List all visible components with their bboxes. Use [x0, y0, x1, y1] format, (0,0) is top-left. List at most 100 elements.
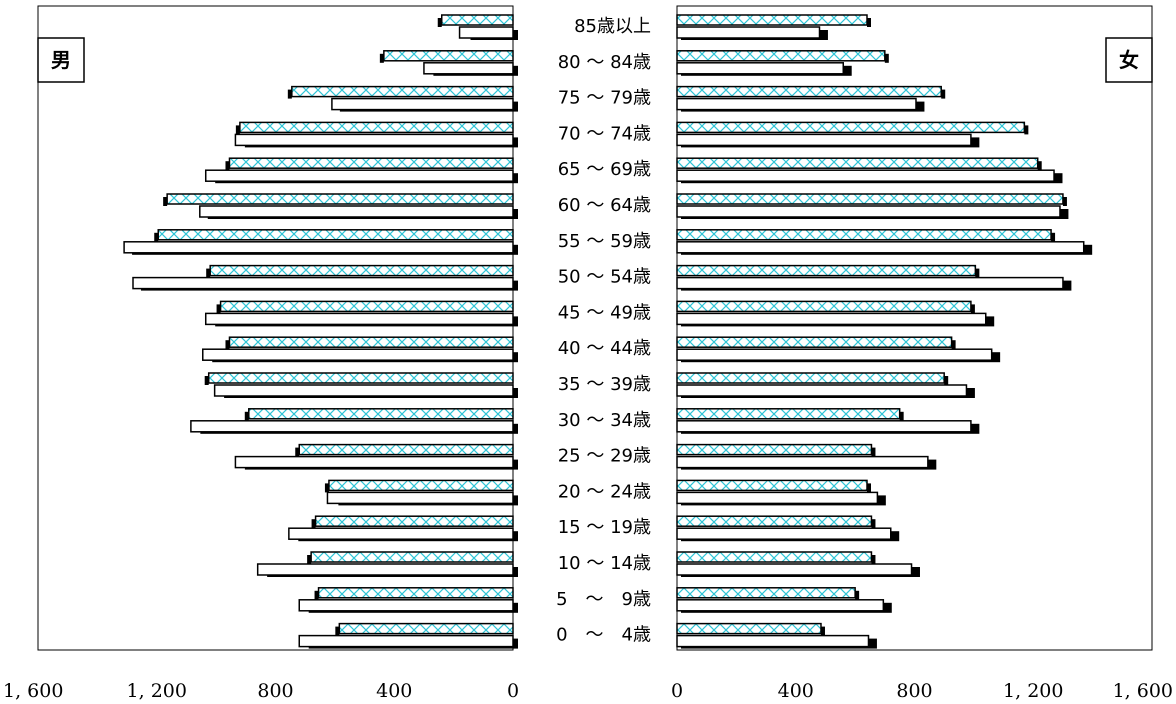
bar-hatched-shadow [944, 376, 949, 385]
bar-hatched [207, 372, 514, 384]
bar-outline [676, 420, 972, 433]
bar-hatched [676, 372, 945, 384]
bar-hatched [219, 300, 514, 313]
bar-outline [676, 133, 972, 147]
age-group-label: 30 ～ 34歳 [558, 410, 651, 431]
bar-hatched-shadow [1024, 125, 1029, 135]
age-group-labels: 85歳以上 80 ～ 84歳 75 ～ 79歳 70 ～ 74歳 65 ～ 69歳 60 … [556, 16, 651, 646]
bar-outline [213, 384, 514, 397]
bar-outline [190, 420, 514, 433]
bar-hatched [676, 14, 868, 26]
age-group-label: 20 ～ 24歳 [558, 481, 651, 502]
x-tick-label: 1, 600 [1113, 680, 1173, 702]
bar-hatched [676, 622, 822, 635]
female-panel: 女 [676, 5, 1153, 651]
bar-hatched [328, 479, 514, 492]
bar-hatched [676, 443, 873, 456]
bar-hatched [248, 408, 514, 420]
bar-hatched-shadow [899, 411, 904, 421]
bar-hatched-shadow [1051, 232, 1056, 242]
plot-frame [676, 5, 1153, 651]
bar-hatched [676, 587, 856, 599]
bar-hatched-shadow [1062, 197, 1067, 206]
axis-tick-labels: 1, 600 1, 200 800 400 0 0 400 800 1, 200 1, 600 [3, 680, 1173, 702]
age-group-label: 85歳以上 [574, 16, 651, 37]
age-group-label: 25 ～ 29歳 [558, 446, 651, 467]
bar-outline [204, 312, 514, 326]
age-group-label: 5 ～ 9歳 [556, 589, 651, 610]
x-tick-label: 1, 600 [3, 680, 63, 702]
x-tick-label: 0 [507, 680, 519, 702]
sex-label-box [1105, 37, 1153, 83]
x-tick-label: 0 [671, 680, 683, 702]
bar-hatched [310, 551, 514, 563]
bar-outline [676, 97, 917, 111]
x-tick-label: 400 [778, 680, 814, 702]
bar-hatched-shadow [163, 197, 168, 206]
bar-hatched-shadow [287, 89, 292, 99]
bar-hatched-shadow [335, 626, 340, 636]
bar-outline [676, 634, 870, 648]
bar-outline [199, 205, 514, 218]
bar-hatched-shadow [884, 53, 889, 63]
bar-outline [204, 169, 514, 182]
male-panel: 男 [37, 5, 518, 651]
bar-outline [288, 527, 514, 540]
bar-hatched-shadow [941, 89, 946, 99]
bar-hatched-shadow [295, 447, 300, 457]
bar-hatched-shadow [204, 376, 209, 385]
bar-hatched [441, 14, 514, 26]
bar-hatched-shadow [324, 483, 329, 493]
bar-outline [676, 384, 968, 397]
age-group-label: 80 ～ 84歳 [558, 52, 651, 73]
bar-hatched-shadow [225, 340, 230, 350]
bar-hatched-shadow [235, 125, 240, 135]
bar-outline [676, 348, 993, 361]
x-tick-label: 1, 200 [1003, 680, 1063, 702]
bar-hatched-shadow [225, 161, 230, 171]
bar-outline [234, 133, 514, 147]
bar-hatched [676, 50, 886, 62]
bar-outline [676, 26, 821, 39]
bar-hatched [166, 193, 514, 205]
bar-hatched [676, 193, 1064, 205]
bar-hatched [676, 336, 953, 348]
age-group-label: 35 ～ 39歳 [558, 374, 651, 395]
bar-outline [676, 312, 987, 326]
bar-hatched-shadow [867, 483, 871, 493]
bar-hatched [676, 157, 1039, 169]
bar-hatched [298, 443, 514, 456]
bar-hatched [314, 515, 514, 527]
age-group-label: 60 ～ 64歳 [558, 195, 651, 216]
bar-outline [202, 348, 514, 361]
x-tick-label: 800 [896, 680, 932, 702]
bar-outline [676, 205, 1061, 218]
bar-hatched [676, 551, 873, 563]
sex-label-box [37, 37, 85, 83]
bar-hatched-shadow [970, 304, 975, 314]
bar-hatched [676, 515, 873, 527]
bar-hatched [338, 622, 514, 635]
bar-hatched [239, 121, 514, 134]
bar-hatched-shadow [871, 519, 876, 529]
bar-hatched [209, 264, 514, 277]
bar-outline [676, 527, 892, 540]
bar-hatched-shadow [1037, 161, 1042, 171]
age-group-label: 45 ～ 49歳 [558, 302, 651, 323]
bar-hatched-shadow [216, 304, 221, 314]
bar-hatched [676, 121, 1026, 134]
bar-hatched [228, 157, 514, 169]
bar-hatched-shadow [871, 555, 876, 564]
bar-hatched [676, 264, 977, 277]
bar-hatched-shadow [206, 268, 211, 278]
age-group-label: 15 ～ 19歳 [558, 517, 651, 538]
bar-outline [676, 169, 1055, 182]
bar-hatched-shadow [244, 411, 249, 421]
bar-hatched-shadow [975, 268, 980, 278]
bar-outline [123, 241, 514, 254]
bar-hatched-shadow [314, 590, 319, 600]
bar-hatched-shadow [307, 555, 312, 564]
bar-hatched-shadow [867, 18, 871, 27]
bar-outline [423, 62, 514, 75]
